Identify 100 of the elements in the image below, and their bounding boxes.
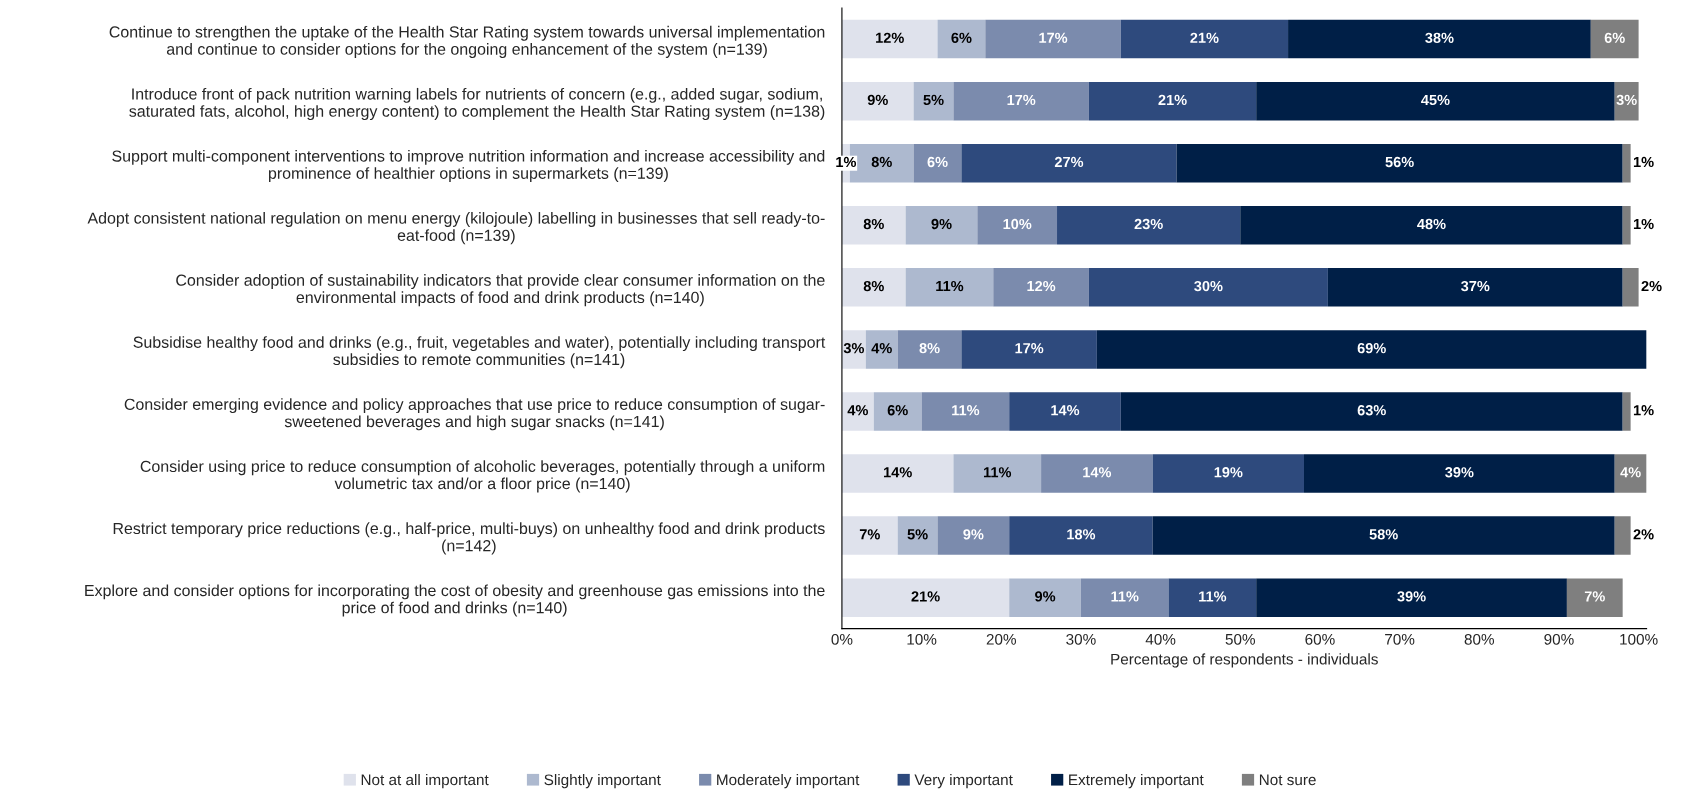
bar xyxy=(953,81,1089,121)
bar xyxy=(1614,516,1631,555)
y-tick-label: Support multi-component interventions to improve nutrition information and increase accessibility and prominence of healthier options in supermarkets (n=139) xyxy=(112,149,825,183)
data-label: 39% xyxy=(1445,467,1474,478)
data-label: 2% xyxy=(1641,280,1662,292)
data-label: 6% xyxy=(951,32,972,44)
bar xyxy=(1566,578,1623,617)
data-label: 48% xyxy=(1417,218,1446,230)
y-tick-label: Subsidise healthy food and drinks (e.g., fruit, vegetables and water), potentially including transport subsidies to remote communities (n=141) xyxy=(133,336,826,369)
data-label: 30% xyxy=(1194,280,1223,292)
bar xyxy=(1614,81,1639,121)
bar xyxy=(1622,268,1639,307)
bar xyxy=(1120,392,1623,431)
bar xyxy=(1176,143,1623,183)
data-label: 9% xyxy=(931,218,952,230)
data-label: 4% xyxy=(847,405,869,416)
data-label: 14% xyxy=(1051,405,1080,416)
x-tick-label: 10% xyxy=(907,633,937,645)
bar xyxy=(905,268,994,307)
bar xyxy=(1327,268,1623,307)
x-tick-label: 60% xyxy=(1305,633,1335,645)
bar xyxy=(1088,268,1328,307)
bar xyxy=(1057,206,1241,245)
bar xyxy=(1288,19,1591,59)
legend-label: Moderately important xyxy=(717,773,860,789)
data-label: 19% xyxy=(1214,467,1243,478)
x-axis-title: Percentage of respondents - individuals xyxy=(1111,653,1378,668)
data-label: 8% xyxy=(919,342,940,354)
data-label: 38% xyxy=(1425,32,1454,44)
data-label: 2% xyxy=(1633,529,1654,540)
data-label: 8% xyxy=(871,156,892,168)
data-label: 11% xyxy=(952,405,980,416)
bar xyxy=(961,143,1177,183)
bar xyxy=(865,330,898,369)
data-label: 39% xyxy=(1397,591,1426,602)
y-tick-label: Introduce front of pack nutrition warning labels for nutrients of concern (e.g., added sugar, sodium, saturated fats, alcohol, high energy content) to complement the Health Star Rating system (n=138) xyxy=(129,87,825,121)
bar xyxy=(985,19,1121,59)
data-label: 4% xyxy=(1620,467,1641,478)
x-tick-label: 50% xyxy=(1225,633,1256,645)
data-label: 21% xyxy=(1190,32,1219,43)
data-label: 12% xyxy=(876,32,904,43)
y-tick-label: Adopt consistent national regulation on menu energy (kilojoule) labelling in businesses that sell ready-to- eat-food (n=139) xyxy=(87,212,825,245)
data-label: 12% xyxy=(1027,280,1056,292)
y-tick-label: Continue to strengthen the uptake of the Health Star Rating system towards universal implementation and continue to consider options for the ongoing enhancement of the system (n=139) xyxy=(109,25,825,58)
bar xyxy=(1152,454,1304,493)
data-label: 9% xyxy=(1035,591,1056,602)
data-label: 11% xyxy=(1111,591,1139,602)
bar xyxy=(1168,578,1257,617)
y-tick-label: Restrict temporary price reductions (e.g., half-price, multi-buys) on unhealthy food and drink products (n=142) xyxy=(113,522,825,555)
legend-label: Extremely important xyxy=(1069,773,1204,789)
legend-label: Slightly important xyxy=(544,773,661,789)
data-label: 6% xyxy=(1604,32,1625,44)
bar xyxy=(937,516,1010,555)
y-tick-label: Consider emerging evidence and policy approaches that use price to reduce consumption of sugar- sweetened beverages and high sugar snacks (n=141) xyxy=(124,398,825,431)
y-tick-label: Consider using price to reduce consumption of alcoholic beverages, potentially through a uniform volumetric tax and/or a floor price (n=140) xyxy=(140,460,825,493)
bar xyxy=(993,268,1089,307)
bar xyxy=(841,206,906,245)
bar xyxy=(841,19,938,59)
data-label: 3% xyxy=(843,342,865,354)
data-label: 1% xyxy=(836,156,857,168)
bar xyxy=(1009,578,1081,617)
data-label: 21% xyxy=(1158,94,1187,106)
data-label: 1% xyxy=(1633,218,1654,230)
data-label: 3% xyxy=(1616,94,1637,106)
x-tick-label: 80% xyxy=(1464,633,1495,645)
data-label: 11% xyxy=(1199,591,1227,602)
data-label: 18% xyxy=(1067,529,1096,540)
data-label: 7% xyxy=(1584,591,1605,602)
bar xyxy=(873,392,922,431)
bar xyxy=(1622,143,1631,183)
data-label: 1% xyxy=(1633,405,1654,416)
data-label: 6% xyxy=(887,405,908,416)
bar xyxy=(953,454,1042,493)
bar xyxy=(841,578,1010,617)
x-tick-label: 90% xyxy=(1544,633,1574,645)
data-label: 27% xyxy=(1054,156,1084,168)
bar xyxy=(1080,578,1169,617)
bar xyxy=(1622,392,1631,431)
data-label: 5% xyxy=(923,94,944,106)
bar xyxy=(841,454,954,493)
bar xyxy=(1088,81,1257,121)
data-label: 9% xyxy=(963,529,984,540)
data-label: 37% xyxy=(1461,280,1490,292)
bar xyxy=(921,392,1010,431)
data-label: 1% xyxy=(1633,156,1654,168)
bar xyxy=(1614,454,1647,493)
legend-label: Not at all important xyxy=(361,773,489,789)
bar xyxy=(905,206,978,245)
bar xyxy=(1009,392,1121,431)
data-label: 9% xyxy=(867,94,888,106)
bar xyxy=(1120,19,1289,59)
data-label: 45% xyxy=(1421,94,1450,106)
bar xyxy=(897,330,962,369)
data-label: 10% xyxy=(1003,218,1032,230)
bar xyxy=(1303,454,1615,493)
x-tick-label: 100% xyxy=(1620,633,1658,645)
data-label: 11% xyxy=(936,280,964,292)
data-label: 6% xyxy=(927,156,948,168)
data-label: 14% xyxy=(1083,467,1112,478)
x-tick-label: 40% xyxy=(1145,633,1176,645)
